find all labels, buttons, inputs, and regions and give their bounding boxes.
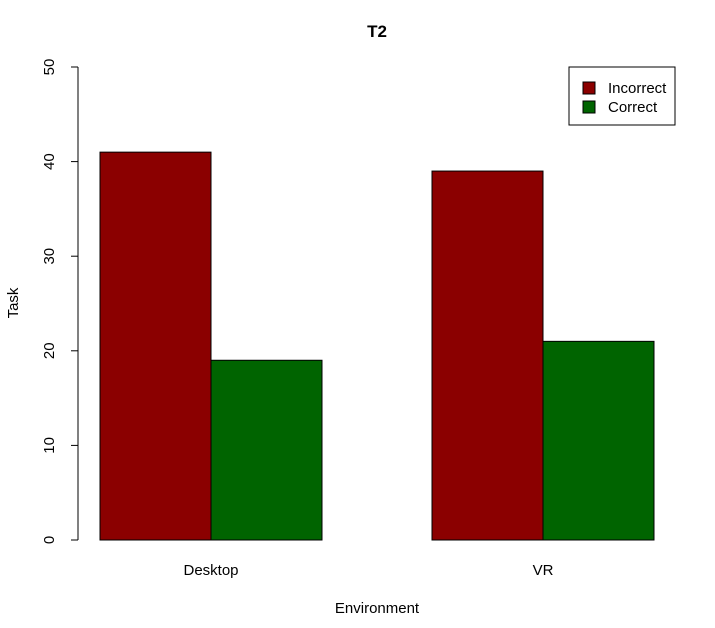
y-axis: 0 10 20 30 40 50: [41, 59, 79, 544]
legend-swatch-incorrect: [582, 81, 596, 95]
y-tick-label: 10: [41, 437, 58, 454]
bars-group: [99, 151, 655, 541]
bar-correct-desktop: [210, 359, 323, 541]
bar-correct-vr: [542, 340, 655, 541]
y-tick-label: 40: [41, 153, 58, 170]
legend-swatch-correct: [582, 100, 596, 114]
y-tick-label: 30: [41, 248, 58, 265]
x-tick-label-vr: VR: [533, 562, 554, 579]
x-tick-label-desktop: Desktop: [183, 562, 238, 579]
x-axis-label: Environment: [335, 600, 420, 617]
y-tick-label: 20: [41, 342, 58, 359]
chart-title: T2: [367, 22, 387, 41]
y-tick-label: 0: [41, 536, 58, 544]
legend-label-incorrect: Incorrect: [608, 80, 667, 97]
legend: Incorrect Correct: [568, 66, 676, 126]
x-axis-tick-labels: Desktop VR: [183, 562, 553, 579]
y-axis-label: Task: [5, 287, 22, 318]
bar-incorrect-vr: [431, 170, 544, 541]
y-tick-label: 50: [41, 59, 58, 76]
legend-box: [568, 66, 676, 126]
legend-label-correct: Correct: [608, 99, 658, 116]
bar-incorrect-desktop: [99, 151, 212, 541]
